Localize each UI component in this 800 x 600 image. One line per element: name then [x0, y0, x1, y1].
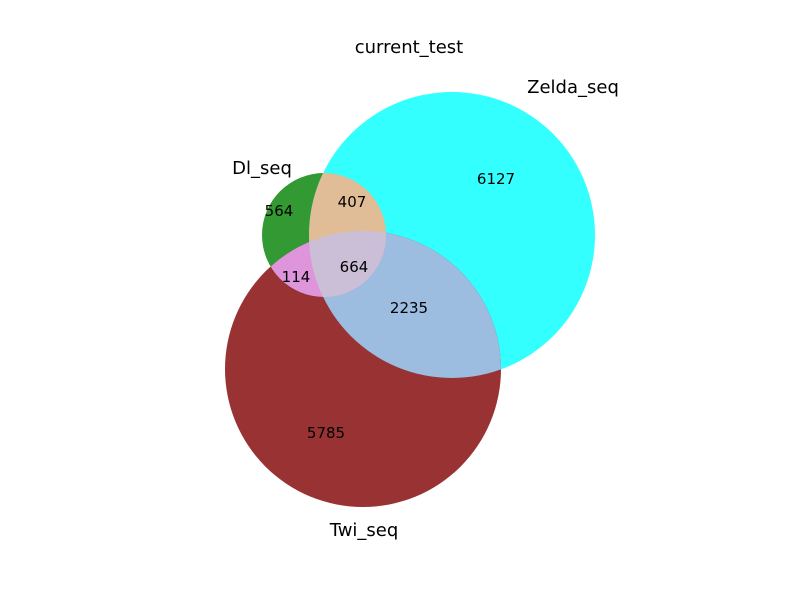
count-twi-only: 5785 — [307, 424, 345, 442]
chart-title: current_test — [355, 37, 464, 58]
set-label-twi: Twi_seq — [329, 520, 399, 541]
set-label-zelda: Zelda_seq — [527, 77, 619, 98]
count-dl-zelda: 407 — [338, 193, 367, 211]
count-zelda-only: 6127 — [477, 170, 515, 188]
set-label-dl: Dl_seq — [232, 158, 292, 179]
count-dl-twi: 114 — [282, 268, 311, 286]
count-dl-zelda-twi: 664 — [340, 258, 369, 276]
count-dl-only: 564 — [265, 202, 294, 220]
count-zelda-twi: 2235 — [390, 299, 428, 317]
